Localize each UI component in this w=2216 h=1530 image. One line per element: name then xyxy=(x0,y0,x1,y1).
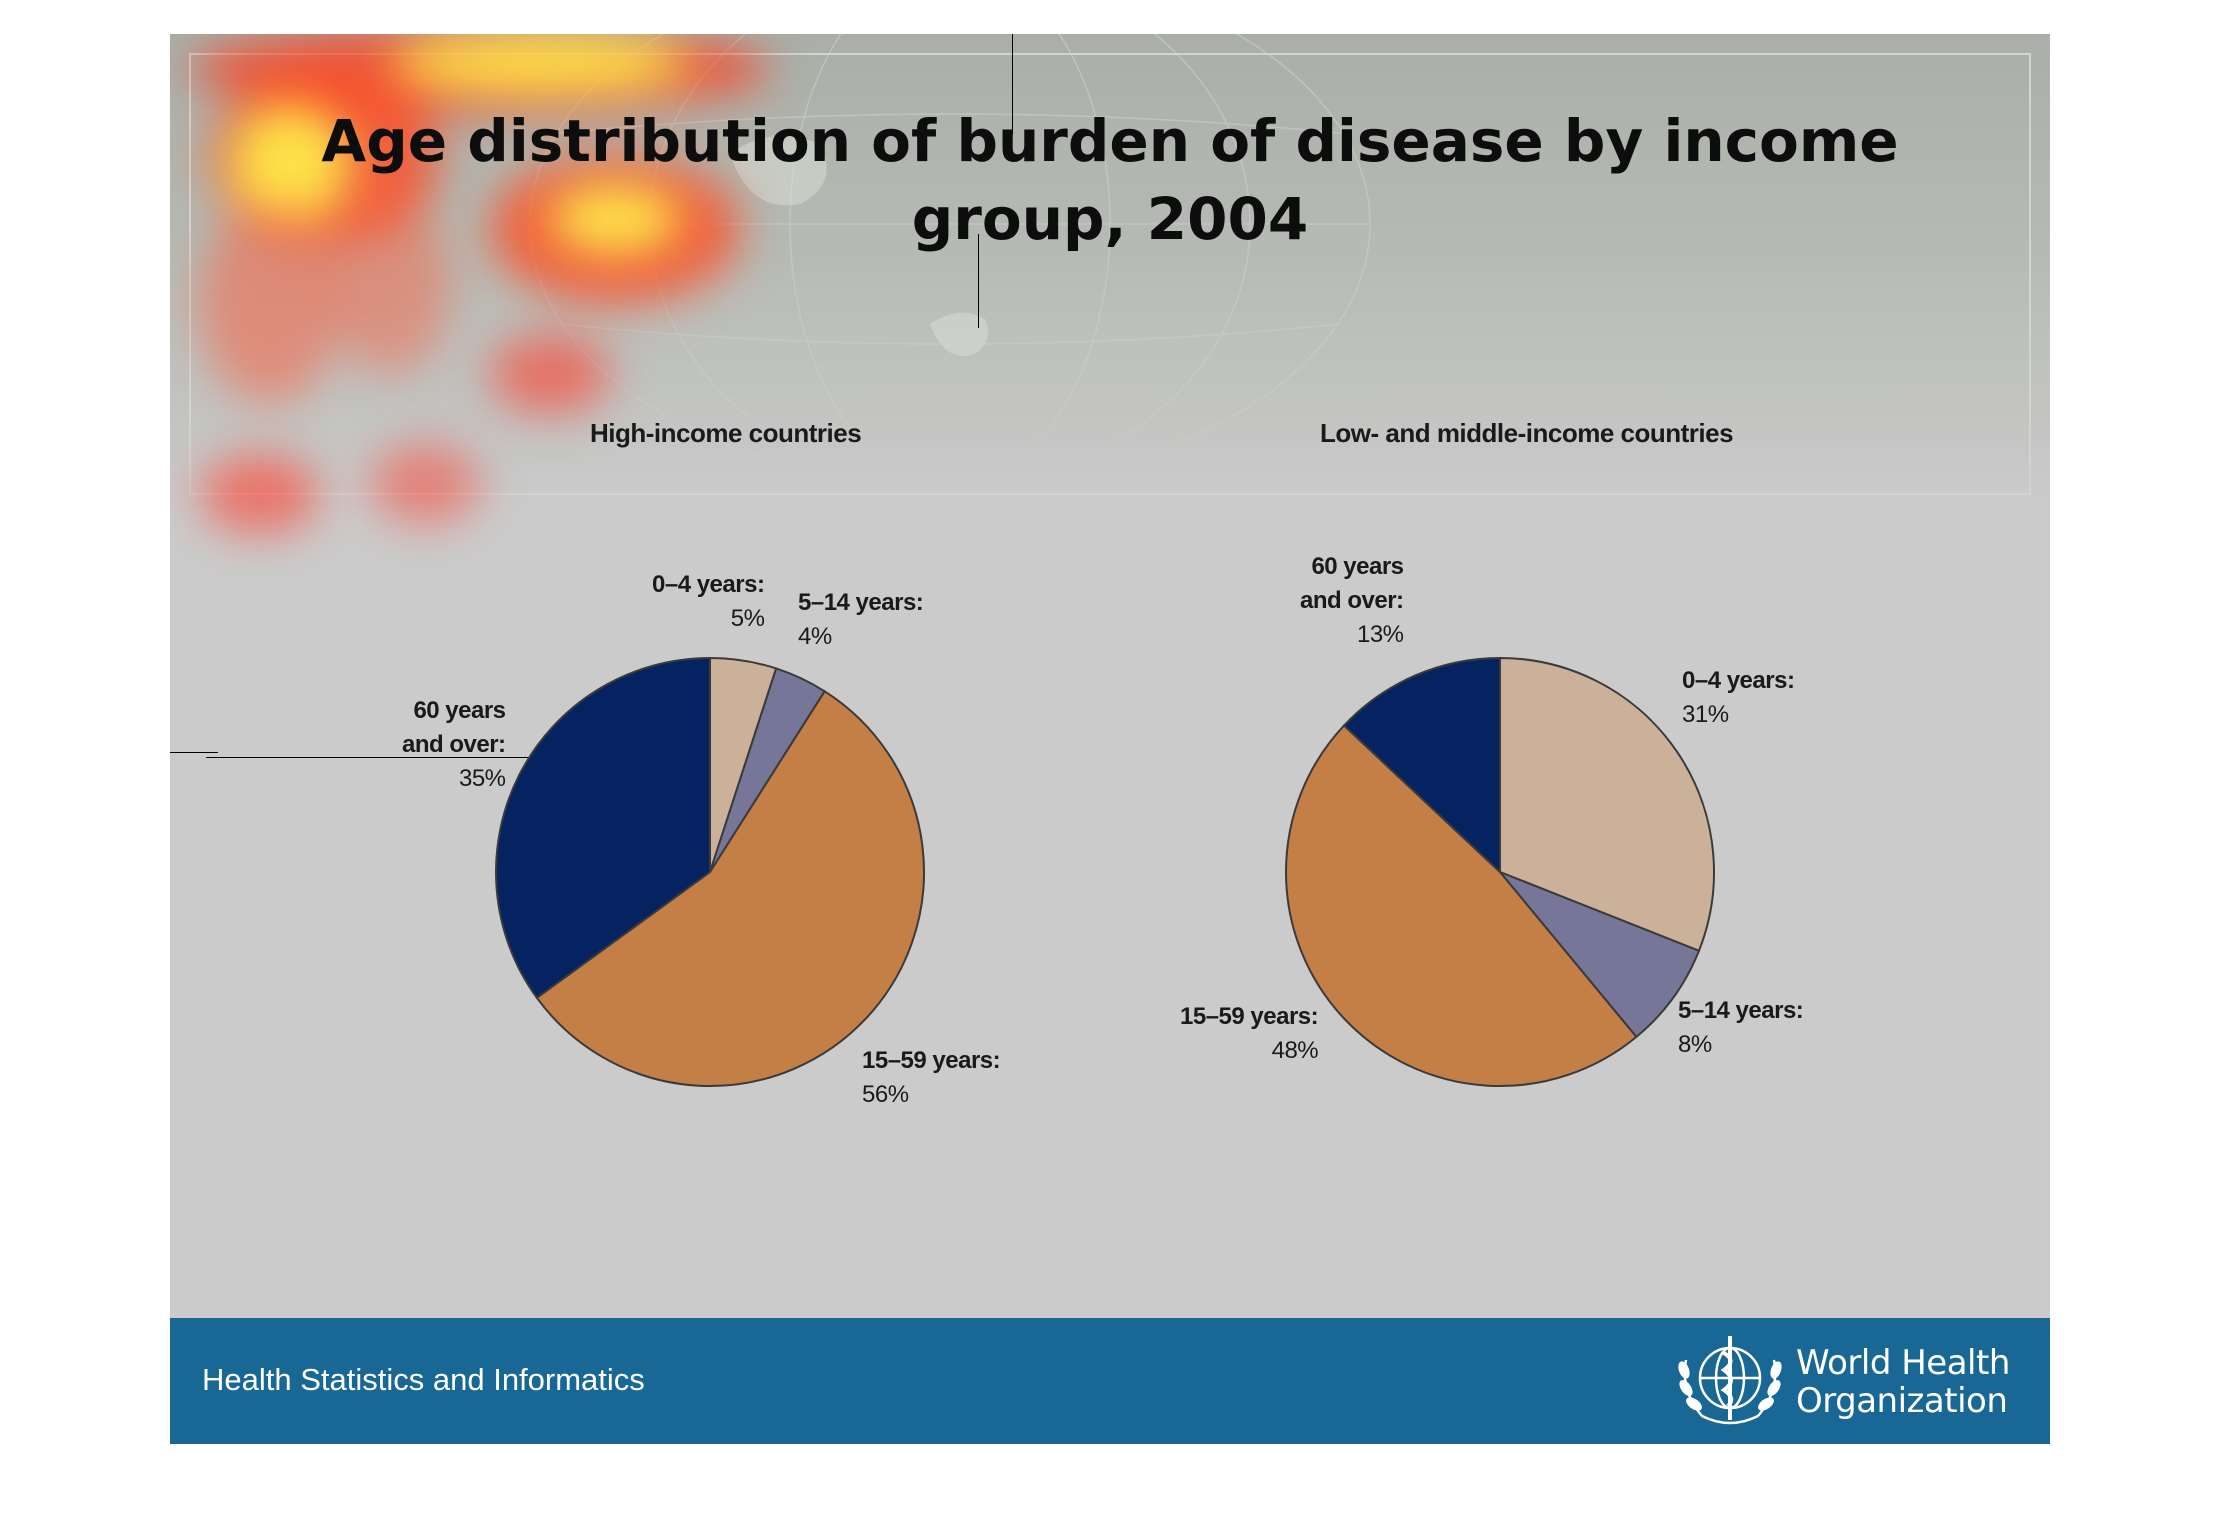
organization-name-line-1: World Health xyxy=(1796,1343,2010,1383)
organization-name: World Health Organization xyxy=(1796,1344,2010,1420)
footer-unit-name: Health Statistics and Informatics xyxy=(202,1362,645,1397)
slice-0-4 xyxy=(1499,656,1715,953)
divider-line xyxy=(1012,34,1013,134)
slice-15-59 xyxy=(1285,724,1638,1088)
header-band xyxy=(170,34,2050,514)
footer-band: Health Statistics and Informatics xyxy=(170,1318,2050,1444)
slice-label-0-4: 0–4 years: 31% xyxy=(1682,667,1795,728)
divider-line xyxy=(978,234,979,328)
slice-60-plus xyxy=(1342,656,1501,875)
pie-chart-high-income xyxy=(495,656,925,1087)
chart-title-low-middle-income: Low- and middle-income countries xyxy=(1320,418,1734,448)
slice-label-60-plus: 60 years and over: 13% xyxy=(1300,553,1404,648)
who-emblem-icon xyxy=(1678,1336,1782,1425)
slice-label-5-14: 5–14 years: 4% xyxy=(798,589,924,650)
organization-name-line-2: Organization xyxy=(1796,1381,2008,1421)
page-title: Age distribution of burden of disease by… xyxy=(170,102,2050,258)
pie-chart-low-middle-income xyxy=(1285,656,1715,1088)
title-line-2: group, 2004 xyxy=(911,185,1309,253)
globe-background xyxy=(189,34,2031,495)
slice-5-14 xyxy=(1499,871,1701,1039)
slide: Age distribution of burden of disease by… xyxy=(170,34,2050,1444)
slice-15-59 xyxy=(535,689,925,1087)
divider-line xyxy=(170,752,218,753)
slice-label-0-4: 0–4 years: 5% xyxy=(652,571,765,632)
divider-line xyxy=(206,757,644,758)
slice-label-5-14: 5–14 years: 8% xyxy=(1678,997,1804,1058)
title-line-1: Age distribution of burden of disease by… xyxy=(321,107,1899,175)
slice-label-60-plus: 60 years and over: 35% xyxy=(402,697,506,792)
slice-label-15-59: 15–59 years: 48% xyxy=(1180,1003,1319,1064)
slice-60-plus xyxy=(495,656,711,1000)
heatmap-overlay xyxy=(170,34,870,554)
chart-title-high-income: High-income countries xyxy=(590,418,862,448)
slice-label-15-59: 15–59 years: 56% xyxy=(862,1047,1001,1108)
